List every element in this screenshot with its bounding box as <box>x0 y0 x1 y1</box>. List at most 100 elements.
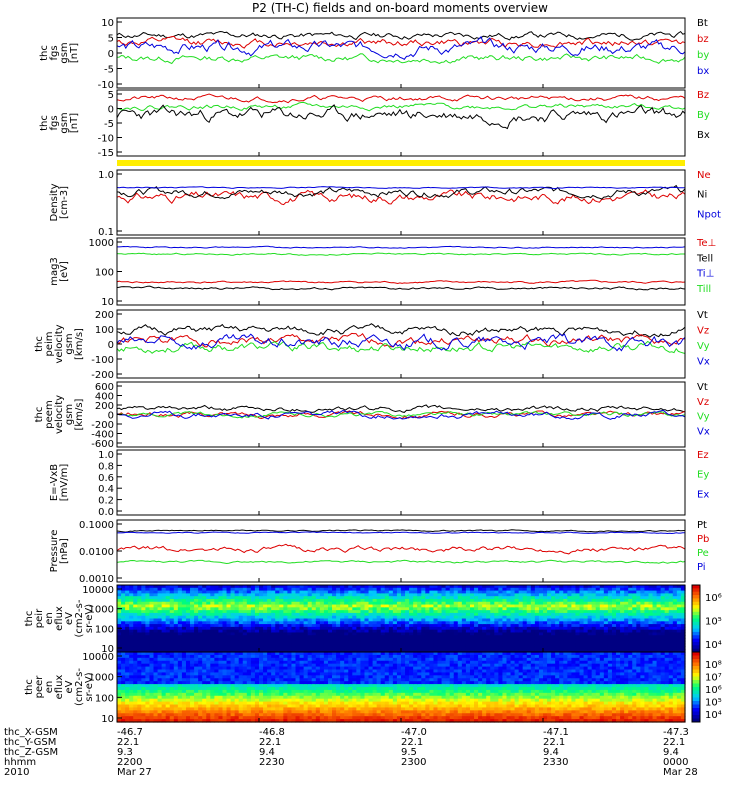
spectrogram-cell <box>490 610 495 614</box>
spectrogram-cell <box>571 598 577 603</box>
spectrogram-cell <box>185 716 191 720</box>
spectrogram-cell <box>125 593 130 597</box>
spectrogram-cell <box>336 607 341 611</box>
spectrogram-cell <box>234 678 240 682</box>
spectrogram-cell <box>222 646 228 650</box>
spectrogram-cell <box>185 640 191 645</box>
spectrogram-cell <box>591 612 597 617</box>
spectrogram-cell <box>530 598 536 603</box>
spectrogram-cell <box>555 593 560 597</box>
legend-entry: by <box>697 50 709 61</box>
spectrogram-cell <box>668 587 674 592</box>
spectrogram-cell <box>465 629 471 634</box>
series-Npot <box>116 186 686 190</box>
spectrogram-cell <box>263 713 268 717</box>
spectrogram-cell <box>177 692 183 697</box>
spectrogram-cell <box>632 593 637 597</box>
spectrogram-cell <box>543 612 548 617</box>
spectrogram-cell <box>185 657 191 662</box>
spectrogram-cell <box>494 607 499 611</box>
spectrogram-cell <box>303 704 309 709</box>
spectrogram-cell <box>624 649 629 653</box>
spectrogram-cell <box>202 593 207 597</box>
spectrogram-cell <box>141 695 146 700</box>
spectrogram-cell <box>457 585 463 589</box>
spectrogram-cell <box>624 638 629 642</box>
spectrogram-cell <box>137 621 142 625</box>
spectrogram-cell <box>453 612 459 617</box>
spectrogram-cell <box>332 713 337 717</box>
spectrogram-cell <box>425 632 430 636</box>
spectrogram-cell <box>161 646 167 650</box>
spectrogram-cell <box>482 593 487 597</box>
spectrogram-cell <box>603 587 609 592</box>
spectrogram-cell <box>620 629 625 634</box>
spectrogram-cell <box>121 624 126 628</box>
spectrogram-cell <box>145 601 151 606</box>
spectrogram-cell <box>327 612 333 617</box>
spectrogram-cell <box>482 638 487 642</box>
spectrogram-cell <box>437 604 443 608</box>
spectrogram-cell <box>319 692 325 697</box>
spectrogram-cell <box>664 618 670 622</box>
spectrogram-cell <box>652 643 658 648</box>
spectrogram-cell <box>409 607 414 611</box>
spectrogram-cell <box>538 640 544 645</box>
spectrogram-cell <box>396 612 402 617</box>
spectrogram-cell <box>315 701 321 706</box>
spectrogram-cell <box>125 587 130 592</box>
spectrogram-cell <box>125 660 130 665</box>
spectrogram-cell <box>559 590 564 594</box>
spectrogram-cell <box>202 681 207 685</box>
spectrogram-cell <box>133 713 138 717</box>
spectrogram-cell <box>457 635 463 639</box>
spectrogram-cell <box>405 615 410 620</box>
spectrogram-cell <box>275 695 280 700</box>
spectrogram-cell <box>234 587 240 592</box>
spectrogram-cell <box>275 707 280 711</box>
spectrogram-cell <box>153 587 159 592</box>
spectrogram-cell <box>133 660 138 665</box>
spectrogram-cell <box>181 587 187 592</box>
spectrogram-cell <box>465 587 471 592</box>
spectrogram-cell <box>275 666 280 671</box>
spectrogram-cell <box>498 618 504 622</box>
spectrogram-cell <box>275 615 280 620</box>
spectrogram-cell <box>474 638 479 642</box>
spectrogram-cell <box>218 598 224 603</box>
spectrogram-cell <box>502 649 508 653</box>
spectrogram-cell <box>198 640 203 645</box>
spectrogram-cell <box>137 601 142 606</box>
spectrogram-cell <box>246 638 252 642</box>
spectrogram-cell <box>469 598 475 603</box>
spectrogram-cell <box>242 666 248 671</box>
spectrogram-cell <box>303 601 309 606</box>
spectrogram-cell <box>518 604 524 608</box>
spectrogram-cell <box>465 601 471 606</box>
spectrogram-cell <box>486 612 491 617</box>
spectrogram-cell <box>303 710 309 714</box>
spectrogram-cell <box>190 598 195 603</box>
spectrogram-cell <box>287 663 293 668</box>
spectrogram-cell <box>356 587 362 592</box>
spectrogram-cell <box>380 601 386 606</box>
spectrogram-cell <box>250 610 256 614</box>
spectrogram-cell <box>198 698 203 703</box>
spectrogram-cell <box>259 713 264 717</box>
spectrogram-cell <box>185 654 191 659</box>
spectrogram-cell <box>486 604 491 608</box>
spectrogram-cell <box>153 646 159 650</box>
spectrogram-cell <box>206 621 211 625</box>
spectrogram-cell <box>595 612 601 617</box>
spectrogram-cell <box>169 666 175 671</box>
spectrogram-cell <box>567 615 572 620</box>
spectrogram-cell <box>396 640 402 645</box>
spectrogram-cell <box>279 615 284 620</box>
spectrogram-cell <box>469 643 475 648</box>
spectrogram-cell <box>218 618 224 622</box>
spectrogram-cell <box>340 713 345 717</box>
spectrogram-cell <box>263 618 268 622</box>
spectrogram-cell <box>190 610 195 614</box>
spectrogram-cell <box>141 624 146 628</box>
spectrogram-cell <box>478 626 483 631</box>
